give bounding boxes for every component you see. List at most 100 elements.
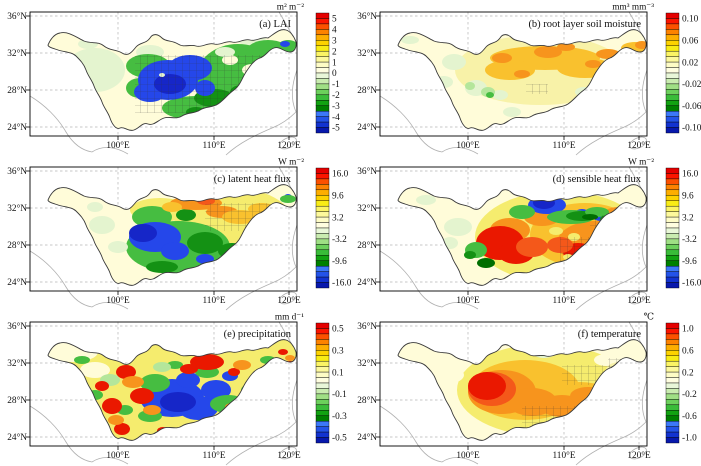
colorbar-segment	[665, 371, 680, 378]
lat-label: 28°N	[7, 240, 27, 251]
colorbar-segment	[665, 420, 680, 427]
colorbar-segment	[315, 216, 330, 223]
coastline-border-line	[379, 95, 443, 153]
basin-outline	[397, 184, 647, 286]
colorbar-segment	[665, 360, 680, 367]
coastline-border-line	[641, 69, 648, 113]
colorbar-segment	[665, 34, 680, 41]
coastline-border-line	[29, 95, 93, 153]
lon-label: 120°E	[627, 140, 651, 151]
panel-d: 36°N 32°N 28°N 24°N 100°E 110°E 120°E (d) sensi…	[357, 158, 701, 311]
lon-label: 110°E	[203, 295, 226, 306]
lat-label: 24°N	[7, 122, 27, 133]
map-frame	[29, 321, 298, 447]
colorbar-segment	[665, 431, 680, 438]
colorbar-segment	[315, 189, 330, 196]
colorbar-segment	[665, 12, 680, 19]
coastline-border-line	[575, 421, 647, 466]
colorbar-segment	[665, 83, 680, 90]
colorbar-segment	[315, 322, 330, 329]
basin-outline	[397, 29, 647, 131]
colorbar-segment	[665, 377, 680, 384]
colorbar-segment	[665, 399, 680, 406]
anomaly-patch-cream	[80, 362, 110, 378]
colorbar-tick-label: 1	[332, 58, 337, 68]
anomaly-patch-paleGreen	[87, 202, 103, 212]
colorbar-segment	[315, 121, 330, 128]
island-outline	[279, 446, 297, 460]
colorbar-segment	[665, 40, 680, 46]
coastline-border-line	[29, 405, 93, 463]
panel-a: 36°N 32°N 28°N 24°N 100°E 110°E 120°E (a) LAI m²…	[7, 3, 340, 156]
anomaly-patch-yellowOrange	[162, 202, 182, 212]
colorbar-segment	[315, 105, 330, 112]
anomaly-patch-yellowOrange	[485, 60, 535, 80]
colorbar-segment	[315, 12, 330, 19]
colorbar-tick-label: -0.02	[682, 80, 701, 90]
anomaly-patch-red	[180, 364, 198, 374]
colorbar-unit-label: m² m⁻²	[277, 3, 304, 13]
coastline-border-line	[291, 379, 298, 423]
colorbar-tick-label: -0.1	[332, 390, 347, 400]
anomaly-patch-orange	[514, 70, 530, 78]
anomaly-patch-darkBlue	[160, 392, 196, 412]
map-frame	[379, 11, 648, 137]
colorbar-segment	[315, 100, 330, 106]
colorbar-segment	[665, 260, 680, 267]
coastline-border-line	[225, 111, 297, 156]
colorbar-segment	[315, 67, 330, 74]
anomaly-patch-red	[130, 388, 154, 404]
colorbar-tick-label: 0.1	[332, 368, 344, 378]
colorbar-segment	[315, 249, 330, 256]
colorbar-segment	[315, 50, 330, 57]
colorbar-segment	[665, 127, 680, 134]
lat-label: 32°N	[357, 358, 377, 369]
colorbar-segment	[665, 173, 680, 180]
anomaly-patch-paleGreen	[215, 47, 235, 57]
colorbar-tick-label: 1.0	[682, 325, 694, 335]
coastline-border-line	[379, 250, 443, 308]
lon-label: 100°E	[456, 450, 480, 461]
colorbar-segment	[665, 18, 680, 25]
colorbar-segment	[665, 238, 680, 245]
colorbar-segment	[315, 437, 330, 444]
anomaly-patch-red	[190, 354, 224, 370]
panel-title: (c) latent heat flux	[214, 174, 292, 185]
colorbar-unit-label: mm d⁻¹	[275, 313, 304, 323]
colorbar-tick-label: 0.10	[682, 15, 699, 25]
anomaly-patch-darkBlue	[129, 224, 157, 242]
lat-label: 24°N	[357, 432, 377, 443]
lat-label: 28°N	[357, 85, 377, 96]
colorbar-tick-label: -1	[332, 80, 340, 90]
colorbar-segment	[665, 271, 680, 278]
colorbar-segment	[665, 227, 680, 234]
colorbar-segment	[665, 72, 680, 79]
coastline-border-line	[641, 379, 648, 423]
coastline-border-line	[29, 250, 93, 308]
anomaly-patch-green	[280, 195, 296, 203]
colorbar-segment	[665, 426, 680, 433]
colorbar-segment	[665, 45, 680, 52]
colorbar-segment	[315, 360, 330, 367]
island-outline	[629, 136, 647, 150]
colorbar-segment	[315, 282, 330, 289]
lon-label: 110°E	[203, 450, 226, 461]
colorbar-tick-label: 3	[332, 36, 337, 46]
basin-outline	[47, 184, 297, 286]
colorbar-segment	[665, 382, 680, 389]
colorbar-segment	[665, 94, 680, 101]
coastline-border-line	[291, 69, 298, 113]
anomaly-patch-red	[102, 398, 122, 414]
anomaly-patch-orange	[233, 360, 251, 370]
colorbar-segment	[315, 366, 330, 373]
coastline-border-line	[379, 405, 443, 463]
basin-outline	[47, 29, 297, 131]
colorbar-tick-label: 0.02	[682, 58, 699, 68]
anomaly-patch-green	[140, 374, 170, 392]
colorbar-segment	[315, 393, 330, 400]
anomaly-patch-green	[509, 205, 535, 219]
colorbar-segment	[665, 78, 680, 85]
colorbar-segment	[315, 431, 330, 438]
colorbar-segment	[665, 437, 680, 444]
